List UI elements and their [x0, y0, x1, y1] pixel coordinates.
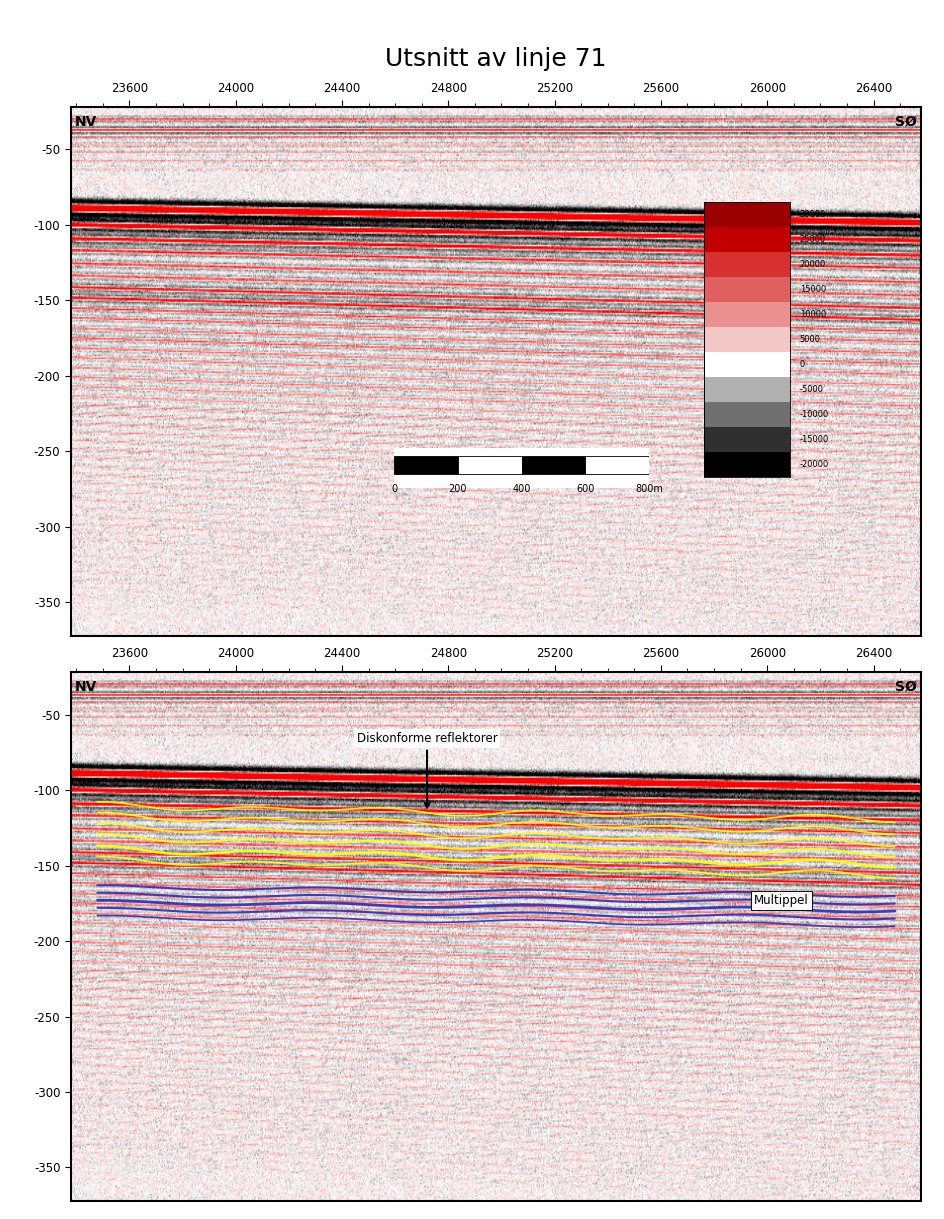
- Text: SØ: SØ: [894, 115, 916, 129]
- Text: SØ: SØ: [894, 680, 916, 694]
- Text: Diskonforme reflektorer: Diskonforme reflektorer: [356, 731, 497, 807]
- Text: NV: NV: [75, 680, 97, 694]
- Text: Multippel: Multippel: [753, 894, 808, 907]
- Text: Utsnitt av linje 71: Utsnitt av linje 71: [385, 46, 606, 71]
- Text: NV: NV: [75, 115, 97, 129]
